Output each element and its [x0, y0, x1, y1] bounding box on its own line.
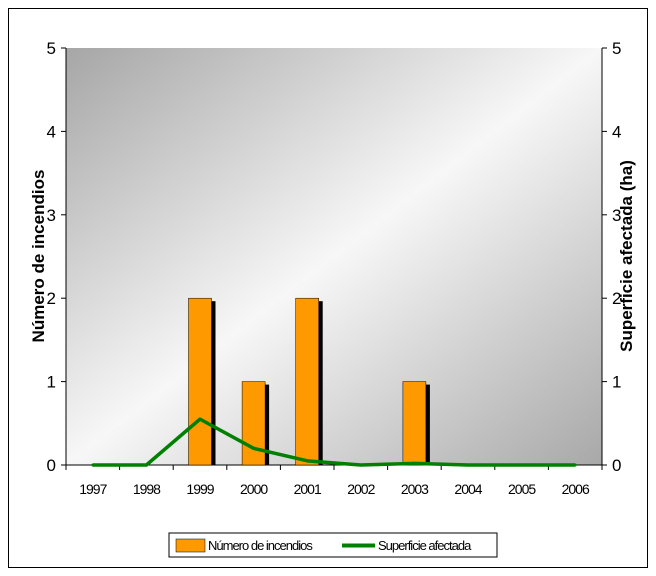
bar — [402, 381, 427, 466]
line-point — [198, 417, 202, 421]
legend-box — [168, 532, 498, 558]
plot-area — [66, 48, 602, 465]
line-path — [92, 417, 576, 467]
y-tick-label: 4 — [47, 122, 56, 141]
line-point — [412, 461, 416, 465]
x-tick-label: 2006 — [562, 481, 590, 497]
x-tick-label: 2003 — [401, 481, 429, 497]
bar — [295, 297, 319, 466]
y-tick-label: 0 — [47, 456, 56, 475]
x-tick-label: 2005 — [508, 481, 536, 497]
y2-tick-label: 3 — [612, 206, 621, 225]
y-tick-label: 2 — [47, 289, 56, 308]
line-point — [144, 463, 148, 467]
bar — [241, 381, 266, 466]
y-tick-label: 5 — [47, 39, 56, 58]
x-tick-label: 2002 — [347, 481, 375, 497]
x-tick-label: 1999 — [186, 481, 214, 497]
bar — [188, 297, 212, 466]
x-axis: 1997 1998 1999 2000 2001 2002 2003 2004 2005 2006 — [65, 464, 603, 497]
line-point — [466, 463, 470, 467]
y-axis-title: Número de incendios — [29, 170, 48, 343]
x-tick-label: 1997 — [79, 481, 107, 497]
x-tick-label: 2000 — [240, 481, 268, 497]
x-tick-label: 2001 — [294, 481, 322, 497]
y-tick-label: 1 — [47, 373, 56, 392]
legend-bar-label: Número de incendios — [208, 538, 313, 553]
line-series — [91, 417, 577, 467]
line-point — [91, 463, 95, 467]
line-point — [252, 446, 256, 450]
y2-tick-label: 0 — [612, 456, 621, 475]
bar-series — [188, 297, 430, 466]
x-tick-label: 1998 — [133, 481, 161, 497]
y2-axis-title: Superficie afectada (ha) — [617, 160, 636, 352]
line-point — [573, 463, 577, 467]
y2-tick-label: 4 — [612, 122, 621, 141]
x-tick-label: 2004 — [454, 481, 482, 497]
legend: Número de incendios Superficie afectada — [168, 532, 498, 558]
line-point — [359, 463, 363, 467]
y2-tick-label: 5 — [612, 39, 621, 58]
line-point — [305, 459, 309, 463]
left-y-axis: 0 1 2 3 4 5 — [47, 39, 67, 475]
line-point — [520, 463, 524, 467]
legend-line-label: Superficie afectada — [378, 538, 472, 553]
y-tick-label: 3 — [47, 206, 56, 225]
y2-tick-label: 2 — [612, 289, 621, 308]
right-y-axis: 0 1 2 3 4 5 — [601, 39, 621, 475]
y2-tick-label: 1 — [612, 373, 621, 392]
legend-bar-swatch — [175, 538, 206, 553]
